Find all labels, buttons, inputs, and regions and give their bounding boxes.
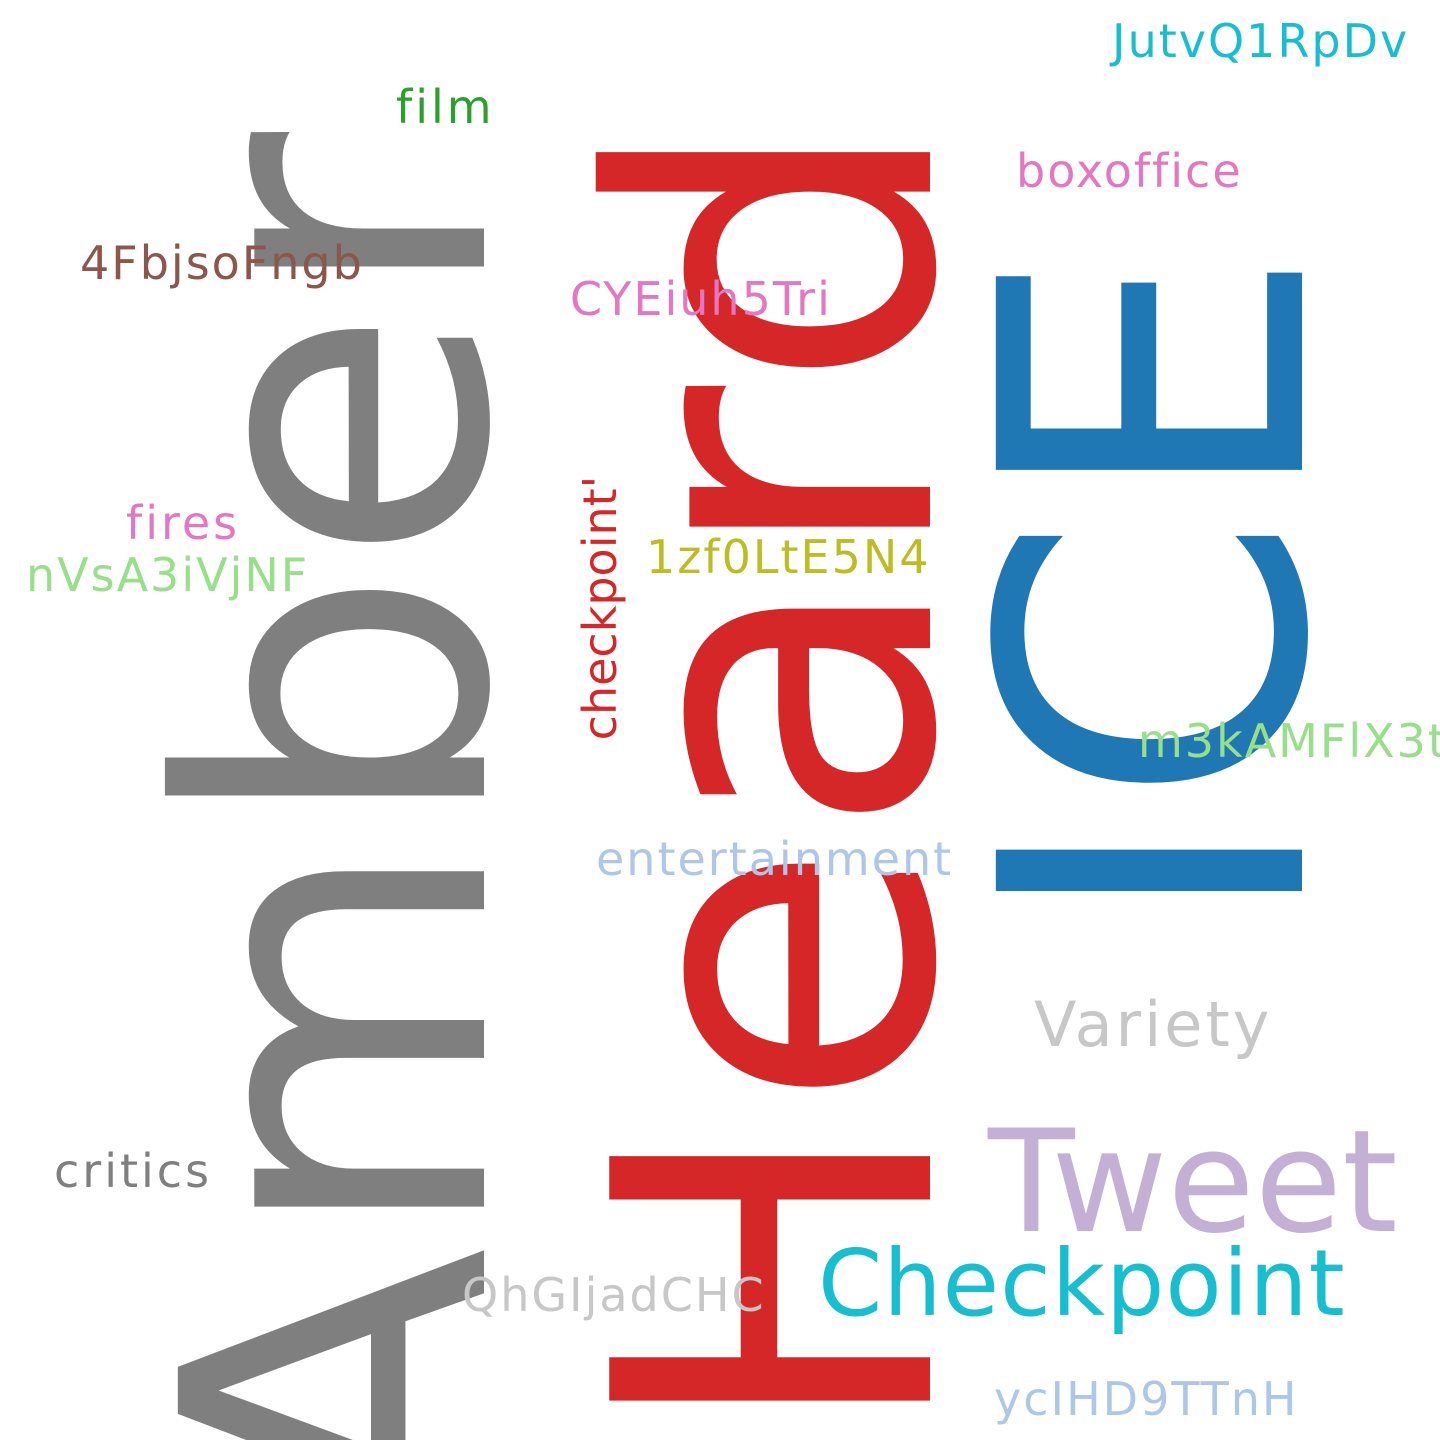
word-cyeiuh5tri: CYEiuh5Tri (570, 272, 832, 326)
word-amber: Amber (95, 129, 584, 1440)
word-tweet: Tweet (988, 1100, 1398, 1265)
word-boxoffice: boxoffice (1016, 144, 1243, 198)
word-checkpoint-quote: checkpoint' (573, 475, 627, 741)
word-m3kamflx3t: m3kAMFlX3t (1138, 714, 1440, 768)
word-ice: ICE (913, 243, 1402, 933)
word-nvsa3ivjnf: nVsA3iVjNF (26, 548, 310, 602)
word-checkpoint: Checkpoint (818, 1230, 1346, 1337)
word-critics: critics (54, 1144, 213, 1198)
word-entertainment: entertainment (596, 832, 954, 886)
word-film: film (396, 80, 495, 134)
word-4fbjsofngb: 4FbjsoFngb (80, 236, 364, 290)
word-jutvq1rpdv: JutvQ1RpDv (1112, 14, 1410, 68)
word-ycihd9ttnh: ycIHD9TTnH (994, 1372, 1299, 1426)
word-variety: Variety (1034, 988, 1273, 1061)
word-1zf0lte5n4: 1zf0LtE5N4 (646, 530, 931, 584)
word-qhgijadchc: QhGIjadCHC (462, 1268, 766, 1322)
word-fires: fires (126, 496, 241, 550)
